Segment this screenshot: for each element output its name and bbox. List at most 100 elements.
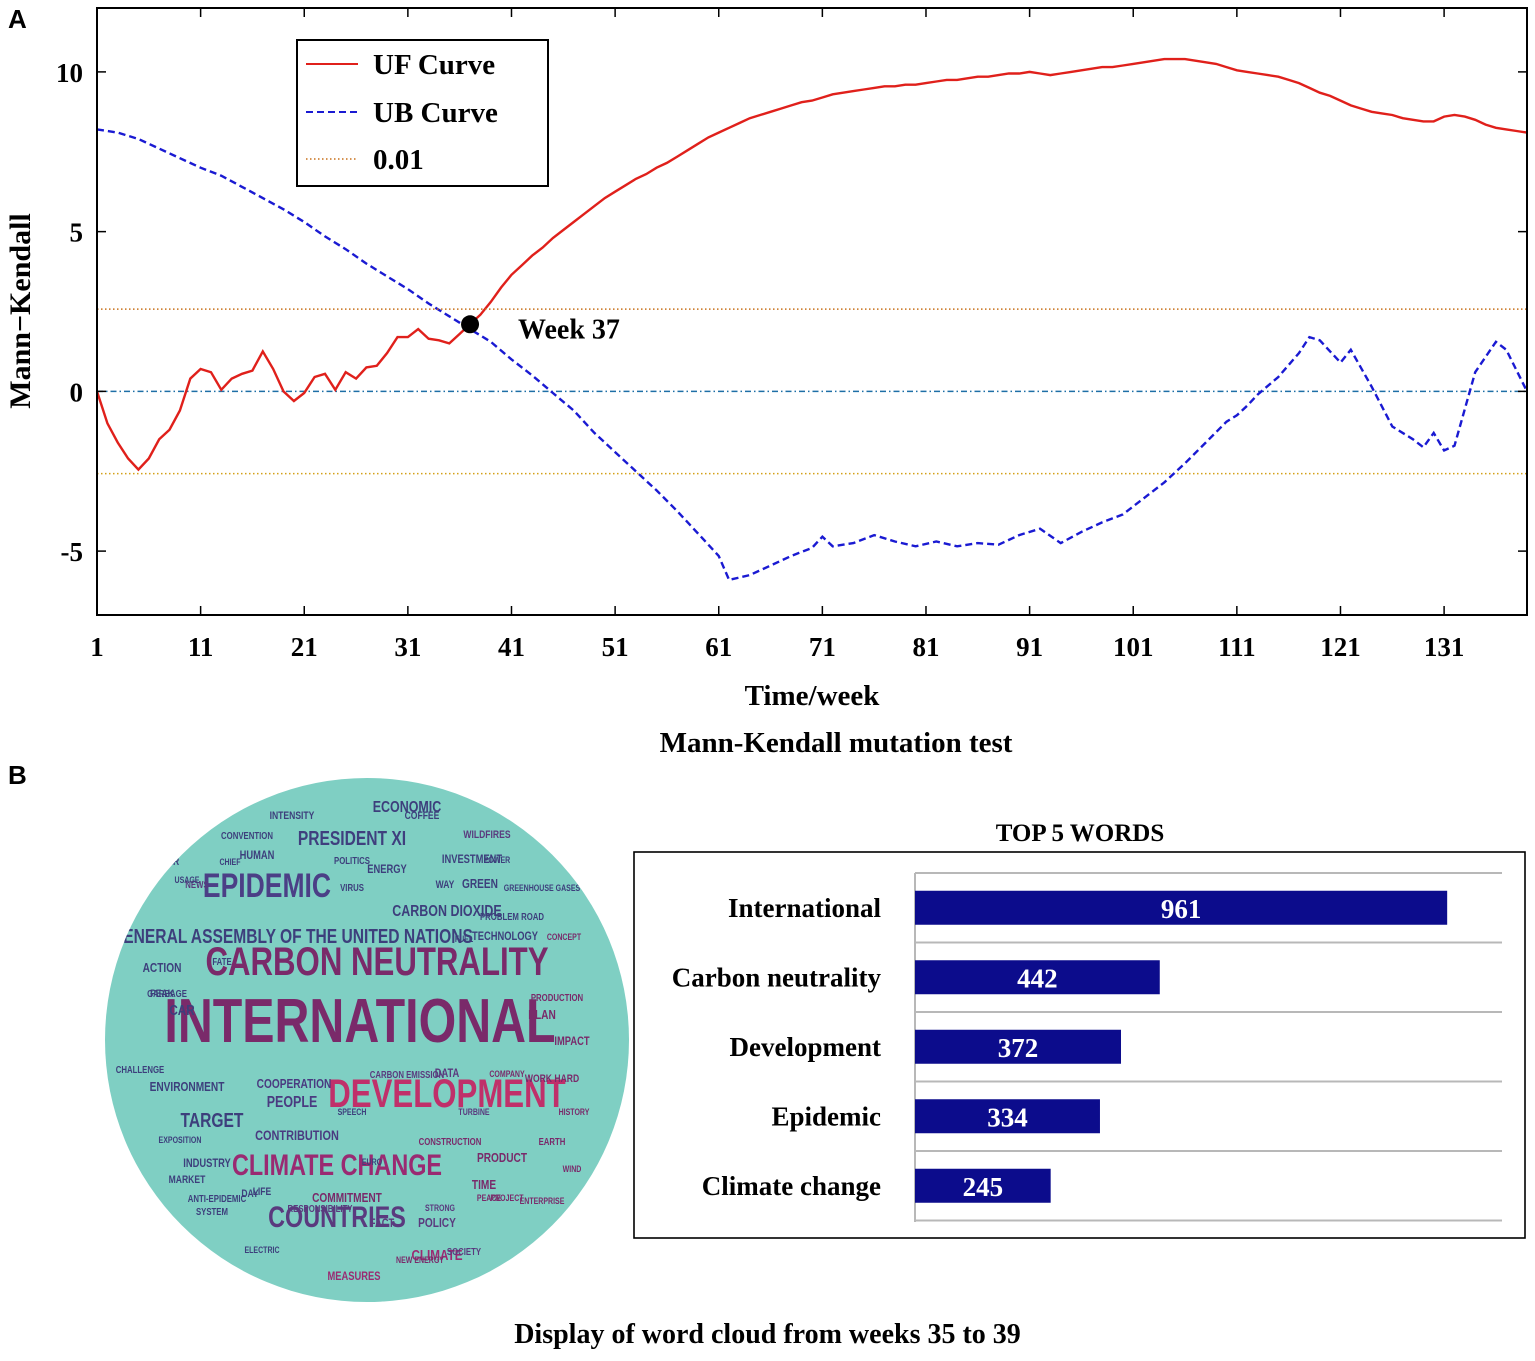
x-tick-label: 1 xyxy=(90,632,104,662)
bar-category-label: Carbon neutrality xyxy=(672,962,882,992)
bar xyxy=(915,890,1448,925)
word-cloud-background xyxy=(105,778,629,1302)
word-cloud-word: POLITICS xyxy=(334,855,370,866)
word-cloud-word: CHALLENGE xyxy=(116,1064,164,1075)
word-cloud-word: COMPANY xyxy=(489,1069,525,1079)
x-tick-label: 21 xyxy=(291,632,318,662)
word-cloud-word: WIND xyxy=(563,1164,582,1174)
word-cloud-word: CARBON NEUTRALITY xyxy=(205,939,548,984)
bar-value-label: 372 xyxy=(998,1033,1039,1063)
word-cloud-word: USAGE xyxy=(175,875,200,885)
word-cloud-word: PROBLEM ROAD xyxy=(480,911,544,922)
word-cloud-word: VIRUS xyxy=(340,882,364,893)
word-cloud-word: ENTERPRISE xyxy=(520,1196,565,1206)
bar-category-label: International xyxy=(728,893,882,923)
word-cloud-word: CLIMATE CHANGE xyxy=(232,1148,442,1181)
word-cloud-word: WILDFIRES xyxy=(463,829,511,841)
word-cloud-word: EURO xyxy=(362,1157,382,1167)
y-axis-label: Mann−Kendall xyxy=(4,213,37,408)
word-cloud-word: INVESTMENT xyxy=(442,853,503,866)
word-cloud-word: GREEN xyxy=(462,877,498,891)
word-cloud-word: DEVELOPMENT xyxy=(328,1071,565,1116)
word-cloud-word: HUMAN xyxy=(240,849,275,862)
word-cloud-word: MEASURES xyxy=(327,1270,380,1283)
bar-chart-title: TOP 5 WORDS xyxy=(996,820,1165,847)
word-cloud-word: COOPERATION xyxy=(257,1077,332,1091)
word-cloud-word: SYSTEM xyxy=(196,1206,228,1217)
bar-category-label: Development xyxy=(730,1032,881,1062)
word-cloud-word: DAY xyxy=(241,1188,259,1200)
plot-frame xyxy=(96,7,1528,616)
x-tick-label: 131 xyxy=(1424,632,1465,662)
word-cloud-word: INTENSITY xyxy=(270,810,315,822)
word-cloud-word: TIME xyxy=(472,1178,496,1192)
word-cloud-word: CONVENTION xyxy=(221,830,273,841)
x-tick-label: 41 xyxy=(498,632,525,662)
word-cloud-word: ACTION xyxy=(143,961,182,975)
word-cloud-word: CARBON EMISSION xyxy=(370,1069,444,1080)
bar-value-label: 961 xyxy=(1161,894,1202,924)
word-cloud-word: SPEECH xyxy=(338,1107,367,1117)
word-cloud-word: SIR xyxy=(165,856,179,868)
x-axis-label: Time/week xyxy=(745,680,881,712)
legend-uf-label: UF Curve xyxy=(373,49,495,81)
word-cloud-word: GENERAL ASSEMBLY OF THE UNITED NATIONS xyxy=(111,925,473,947)
word-cloud-word: CARBON DIOXIDE xyxy=(392,903,501,921)
word-cloud-word: HISTORY xyxy=(559,1107,590,1117)
word-cloud-word: PEACE xyxy=(477,1193,502,1203)
word-cloud-word: SOCIETY xyxy=(447,1246,481,1257)
word-cloud-word: NEWS xyxy=(185,879,208,890)
word-cloud-word: IMPACT xyxy=(554,1035,590,1048)
x-tick-label: 81 xyxy=(912,632,939,662)
word-cloud-word: ENVIRONMENT xyxy=(150,1080,225,1094)
chart-title: Mann-Kendall mutation test xyxy=(660,727,1013,759)
word-cloud-word: ECONOMIC xyxy=(373,799,442,817)
bar-value-label: 334 xyxy=(987,1102,1028,1132)
word-cloud-word: MARKET xyxy=(169,1174,206,1186)
word-cloud-word: COMMITMENT xyxy=(312,1191,382,1205)
word-cloud-word: WAY xyxy=(436,879,455,891)
panel-label-a: A xyxy=(8,4,27,34)
word-cloud-word: FACT xyxy=(370,1217,395,1230)
x-tick-label: 91 xyxy=(1016,632,1043,662)
word-cloud-word: WORK HARD xyxy=(525,1073,579,1085)
word-cloud-word: ANTI-EPIDEMIC xyxy=(188,1193,247,1204)
word-cloud-word: COUNTRIES xyxy=(268,1200,406,1233)
word-cloud-word: TECHNOLOGY xyxy=(472,930,538,943)
bar xyxy=(915,1168,1051,1203)
bar xyxy=(915,1099,1100,1134)
x-tick-label: 71 xyxy=(809,632,836,662)
crossing-point-marker xyxy=(461,315,480,334)
word-cloud-word: POLICY xyxy=(418,1216,456,1230)
word-cloud-caption: Display of word cloud from weeks 35 to 3… xyxy=(514,1319,1021,1350)
word-cloud-word: POWER xyxy=(484,855,511,865)
word-cloud-word: CHIEF xyxy=(219,857,240,867)
word-cloud-word: EPIDEMIC xyxy=(203,867,331,905)
panel-label-b: B xyxy=(8,760,27,790)
word-cloud-word: INTERNATIONAL xyxy=(164,986,555,1055)
y-tick-label: -5 xyxy=(61,537,84,567)
legend-ub-label: UB Curve xyxy=(373,97,498,129)
y-tick-label: 5 xyxy=(70,218,84,248)
word-cloud-word: EARTH xyxy=(539,1136,566,1147)
word-cloud-word: GREENHOUSE GASES xyxy=(504,883,581,893)
crossing-point-label: Week 37 xyxy=(518,314,620,345)
bar xyxy=(915,1029,1122,1064)
bar-chart-frame xyxy=(633,851,1526,1239)
word-cloud-word: PRODUCT xyxy=(477,1151,527,1165)
x-tick-label: 101 xyxy=(1113,632,1154,662)
word-cloud-word: CONTRIBUTION xyxy=(255,1128,339,1144)
x-tick-label: 11 xyxy=(188,632,214,662)
word-cloud-word: CAR xyxy=(169,1002,195,1019)
bar xyxy=(915,960,1160,995)
bar-category-label: Epidemic xyxy=(771,1101,881,1131)
word-cloud-word: FUEL xyxy=(455,934,473,944)
word-cloud-word: EXPOSITION xyxy=(159,1135,202,1145)
word-cloud-word: CONCEPT xyxy=(547,932,581,942)
bar-value-label: 442 xyxy=(1017,963,1058,993)
word-cloud-word: NEW ENERGY xyxy=(396,1255,444,1265)
uf-curve xyxy=(95,57,1528,472)
x-tick-label: 61 xyxy=(705,632,732,662)
x-tick-label: 111 xyxy=(1218,632,1256,662)
